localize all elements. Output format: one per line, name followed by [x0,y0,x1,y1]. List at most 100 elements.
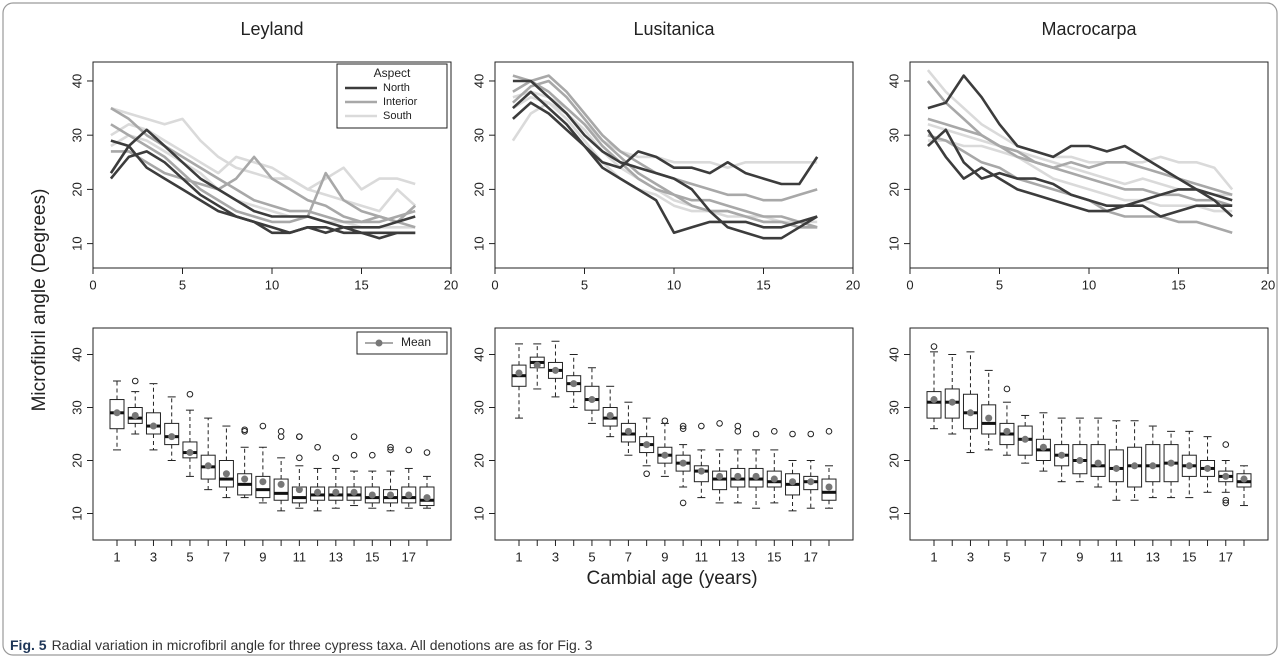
outlier [752,430,760,438]
outlier [1222,499,1230,507]
mean-point [1021,435,1029,443]
x-tick-label: 15 [1171,277,1185,292]
mean-point [314,488,322,496]
y-tick-label: 30 [471,400,486,414]
outlier [350,433,358,440]
outlier [387,443,394,451]
mean-point [716,472,724,480]
outlier [930,343,938,350]
legend-box [356,331,448,355]
mean-point [807,478,815,486]
mean-point [1003,427,1011,435]
y-tick-label: 20 [69,453,84,467]
series-line [512,79,818,229]
mean-point [930,396,938,404]
mean-point [1204,464,1212,472]
mean-point [204,462,212,470]
y-tick-label: 40 [471,74,486,88]
outlier [825,428,833,435]
mean-point [1222,472,1230,480]
series-line [926,129,1233,218]
x-tick-label: 1 [113,549,120,564]
x-tick-label: 15 [1182,549,1196,564]
x-tick-label: 11 [695,549,709,564]
mean-point [168,433,176,441]
x-tick-label: 5 [1003,549,1010,564]
y-tick-label: 10 [69,506,84,520]
outlier [405,446,413,454]
outlier [807,430,815,438]
y-tick-label: 30 [471,128,486,142]
mean-point [533,361,541,369]
outlier [296,454,303,462]
series-line [110,106,417,213]
outlier [716,420,723,427]
y-tick-label: 30 [886,128,901,142]
outlier [679,499,687,507]
outlier [186,390,194,398]
outlier [241,426,248,434]
mean-point [606,411,614,419]
series-line [109,144,416,235]
outlier [314,443,321,451]
outlier [387,446,394,454]
mean-point [222,470,230,478]
mean-point [113,409,121,417]
series-line [110,123,416,191]
series-line [512,90,818,169]
mean-point [1167,459,1175,467]
x-tick-label: 17 [804,549,818,564]
mean-point [241,475,249,483]
series-line [512,101,818,235]
plot-frame [909,327,1269,541]
series-line [926,69,1234,191]
series-line [110,150,417,224]
x-tick-label: 5 [179,277,186,292]
mean-point [643,441,651,449]
y-tick-label: 20 [471,453,486,467]
x-tick-label: 10 [265,277,279,292]
y-tick-label: 10 [886,236,901,250]
y-tick-label: 20 [471,182,486,196]
outlier [277,428,285,435]
x-tick-label: 3 [967,549,974,564]
series-line [110,128,416,229]
x-tick-label: 1 [930,549,937,564]
outlier [1222,496,1230,504]
x-tick-label: 0 [906,277,913,292]
outlier [296,433,303,440]
x-tick-label: 13 [329,549,343,564]
mean-point [1039,443,1047,451]
y-tick-label: 40 [886,347,901,361]
legend-label: Mean [401,335,431,349]
legend-swatch-point [375,339,383,347]
outlier [277,433,285,440]
legend-box [336,63,448,129]
mean-point [1112,464,1120,472]
x-tick-label: 15 [767,549,781,564]
legend-label: Interior [383,96,418,108]
y-tick-label: 40 [471,347,486,361]
mean-point [1094,459,1102,467]
x-tick-label: 5 [996,277,1003,292]
caption-label: Fig. 5 [10,637,47,653]
mean-point [697,467,705,475]
mean-point [551,366,559,374]
panel-title: Leyland [240,19,303,39]
x-tick-label: 17 [402,549,416,564]
series-line [926,80,1233,207]
legend-title: Aspect [374,66,411,80]
x-tick-label: 7 [625,549,632,564]
mean-point [734,472,742,480]
x-tick-label: 9 [661,549,668,564]
plot-frame [92,327,452,541]
mean-point [1131,462,1139,470]
x-tick-label: 13 [1146,549,1160,564]
mean-point [259,478,267,486]
mean-point [789,478,797,486]
x-tick-label: 0 [491,277,498,292]
x-tick-label: 1 [515,549,522,564]
